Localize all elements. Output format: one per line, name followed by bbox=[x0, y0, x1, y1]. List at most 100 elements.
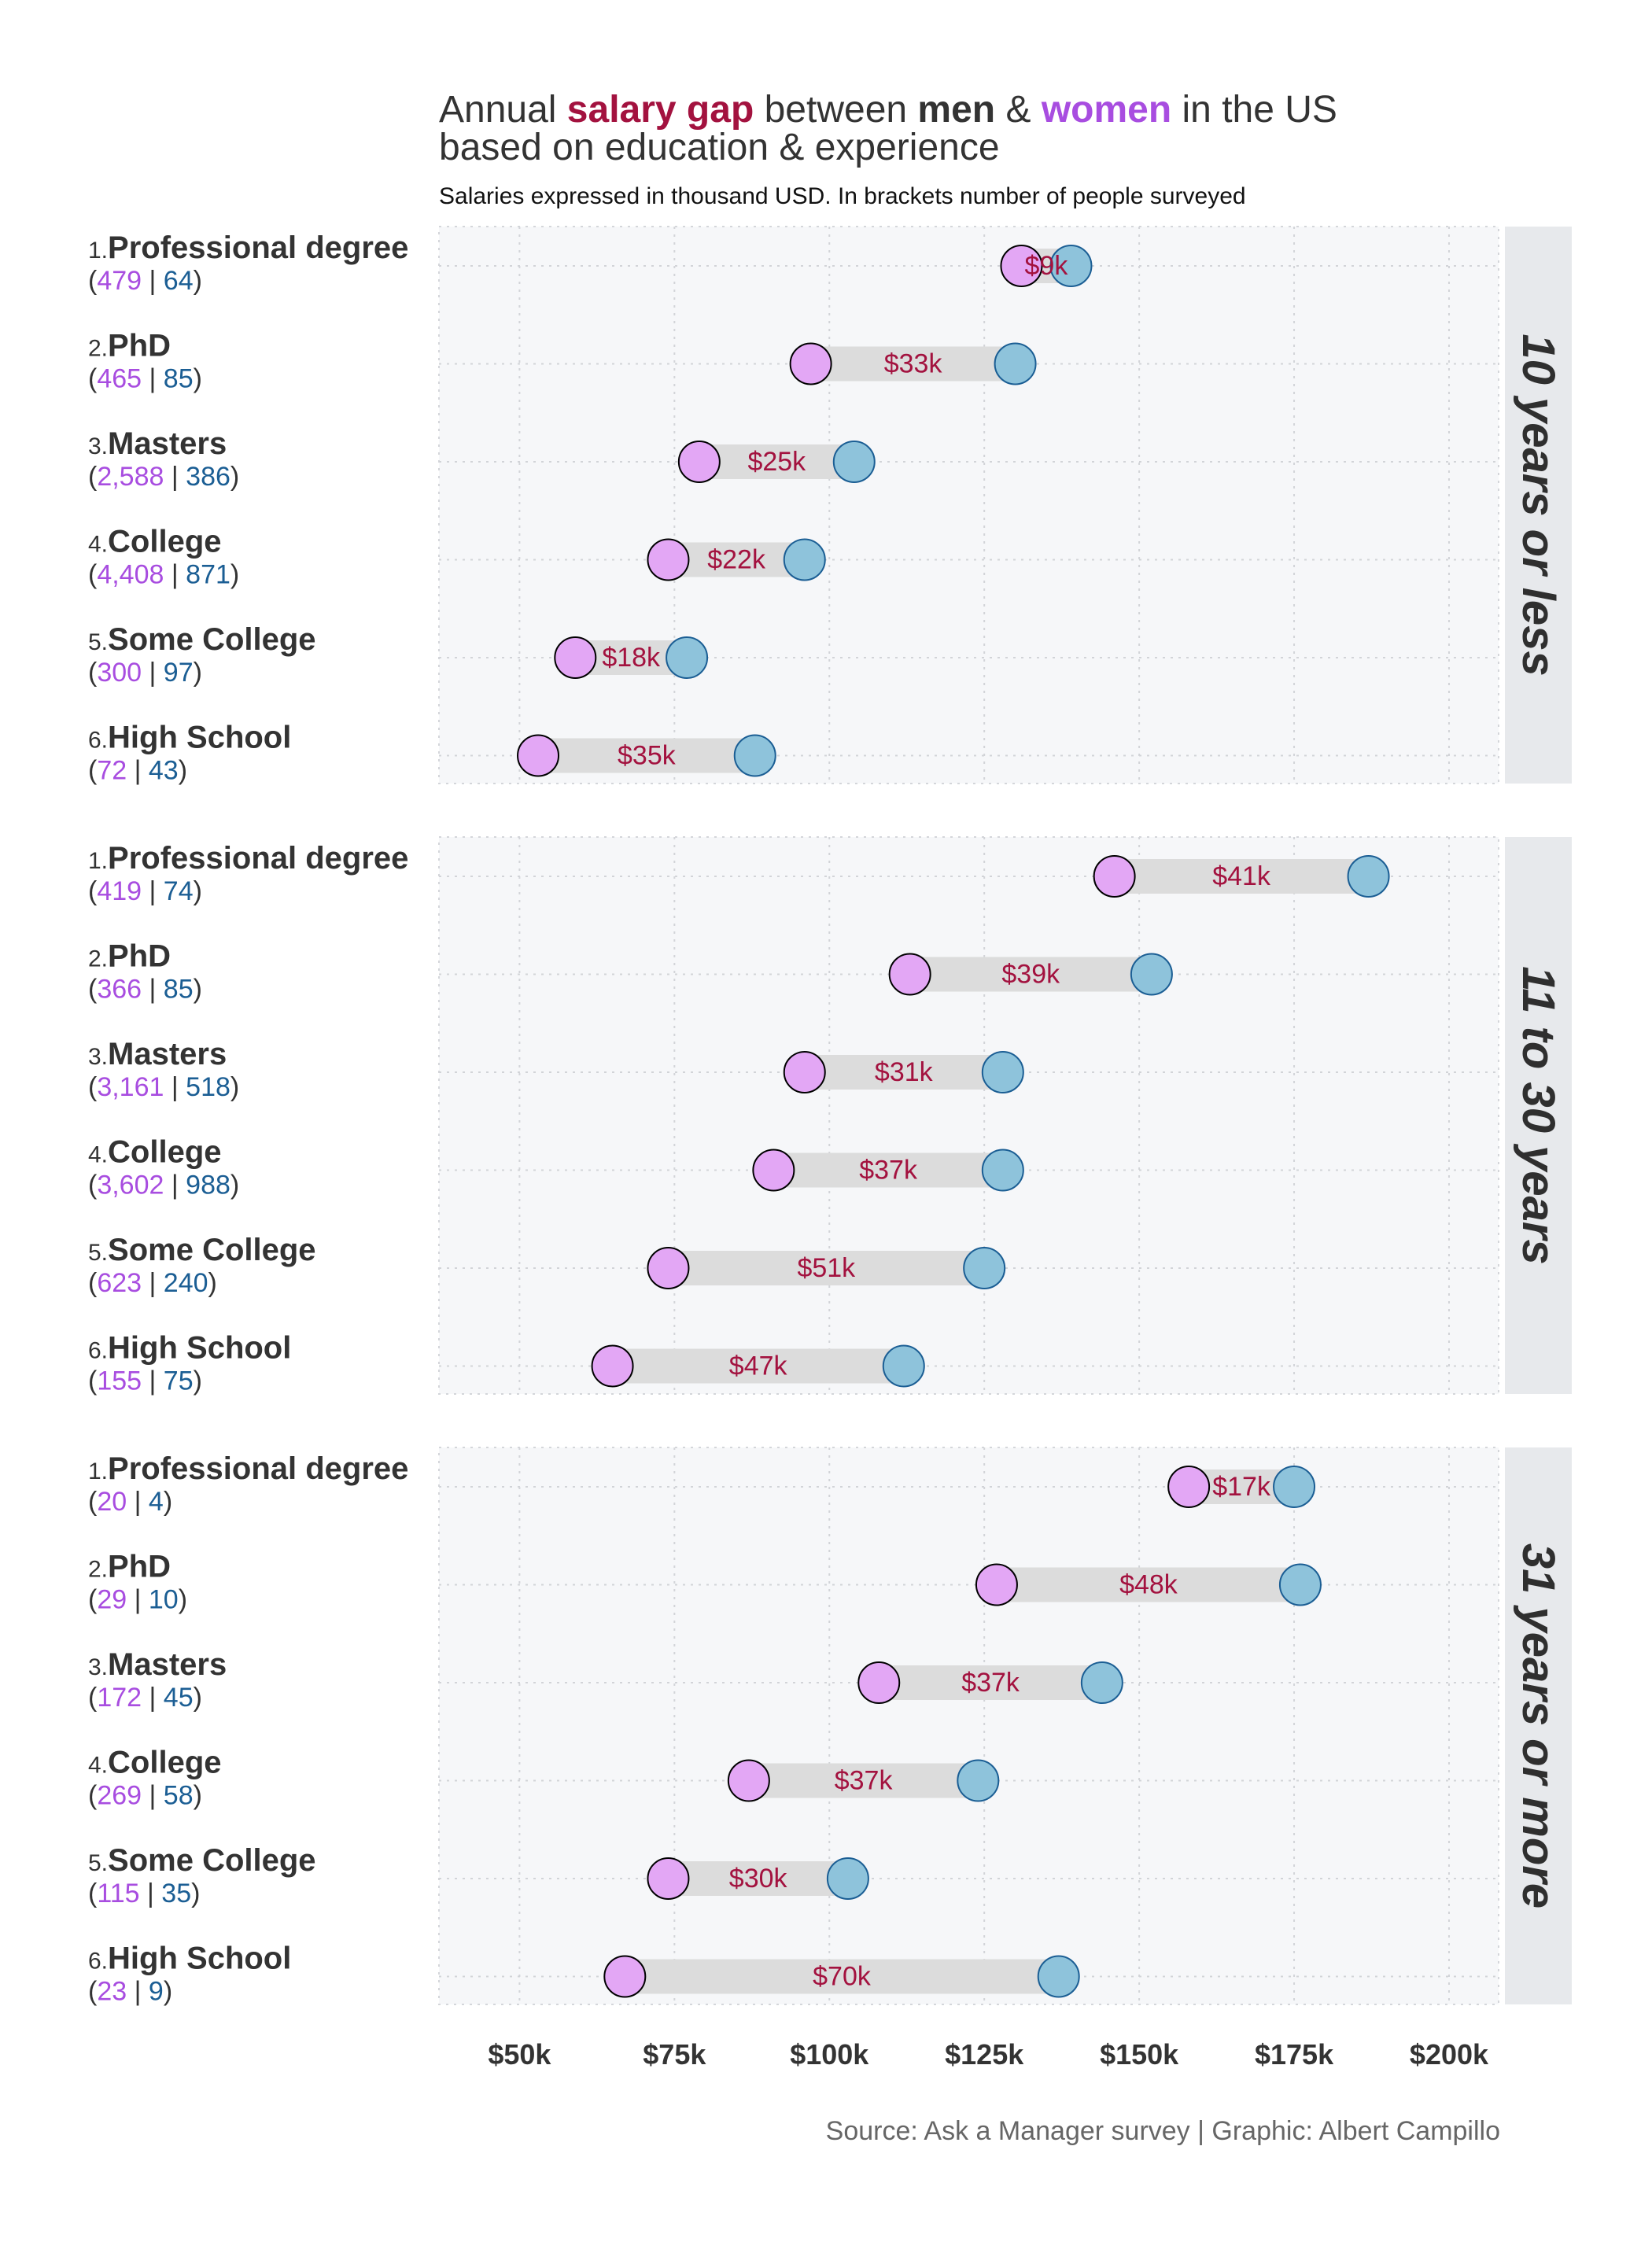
women-count: 465 bbox=[97, 364, 142, 394]
title-part-men: men bbox=[917, 89, 995, 131]
paren-open: ( bbox=[88, 975, 98, 1005]
survey-counts: (20 | 4) bbox=[88, 1487, 172, 1517]
men-point bbox=[1130, 953, 1173, 996]
men-point bbox=[1278, 1563, 1322, 1606]
paren-open: ( bbox=[88, 1781, 98, 1811]
women-count: 2,588 bbox=[97, 462, 164, 492]
women-count: 72 bbox=[97, 756, 127, 786]
count-separator: | bbox=[142, 876, 164, 906]
gap-label: $31k bbox=[875, 1057, 934, 1087]
category-rank: 2. bbox=[88, 336, 108, 362]
category-label: 6.High School bbox=[88, 1941, 291, 1976]
women-point bbox=[888, 953, 931, 996]
paren-open: ( bbox=[88, 266, 98, 296]
women-point bbox=[677, 441, 721, 483]
men-point bbox=[981, 1051, 1024, 1093]
survey-counts: (72 | 43) bbox=[88, 756, 187, 786]
men-count: 45 bbox=[164, 1683, 194, 1713]
men-count: 74 bbox=[164, 876, 194, 906]
men-count: 97 bbox=[164, 658, 194, 688]
survey-counts: (2,588 | 386) bbox=[88, 462, 239, 492]
gap-label: $35k bbox=[618, 741, 677, 771]
count-separator: | bbox=[164, 560, 186, 590]
category-label: 2.PhD bbox=[88, 939, 171, 974]
panel-1: 10 years or less $9k 1.Professional degree… bbox=[88, 226, 1572, 786]
paren-close: ) bbox=[230, 1171, 239, 1200]
gap-label: $37k bbox=[835, 1766, 894, 1796]
paren-open: ( bbox=[88, 1268, 98, 1298]
paren-open: ( bbox=[88, 1487, 98, 1517]
men-count: 85 bbox=[164, 975, 194, 1005]
paren-open: ( bbox=[88, 364, 98, 394]
category-rank: 3. bbox=[88, 433, 108, 459]
survey-counts: (366 | 85) bbox=[88, 975, 202, 1005]
paren-close: ) bbox=[194, 266, 202, 296]
men-point bbox=[1347, 855, 1390, 898]
category-name: College bbox=[108, 1746, 221, 1780]
count-separator: | bbox=[142, 364, 164, 394]
women-count: 23 bbox=[97, 1977, 127, 2007]
title-part-normal: Annual bbox=[439, 89, 567, 131]
women-count: 155 bbox=[97, 1366, 142, 1396]
category-name: PhD bbox=[108, 939, 171, 974]
count-separator: | bbox=[164, 462, 186, 492]
category-rank: 1. bbox=[88, 1458, 108, 1484]
category-name: Professional degree bbox=[108, 841, 408, 876]
paren-close: ) bbox=[194, 1781, 202, 1811]
survey-counts: (29 | 10) bbox=[88, 1585, 187, 1615]
count-separator: | bbox=[142, 658, 164, 688]
paren-close: ) bbox=[208, 1268, 217, 1298]
category-rank: 4. bbox=[88, 1142, 108, 1168]
paren-close: ) bbox=[179, 1585, 187, 1615]
women-point bbox=[783, 1051, 826, 1093]
count-separator: | bbox=[142, 1683, 164, 1713]
row-professional-degree: $9k1.Professional degree(479 | 64) bbox=[88, 230, 1499, 296]
panel-border bbox=[438, 226, 1499, 784]
category-rank: 1. bbox=[88, 238, 108, 264]
men-point bbox=[783, 538, 826, 581]
gap-label: $41k bbox=[1212, 861, 1271, 891]
category-name: Some College bbox=[108, 622, 316, 657]
women-count: 623 bbox=[97, 1268, 142, 1298]
category-rank: 5. bbox=[88, 1850, 108, 1876]
category-label: 4.College bbox=[88, 1746, 222, 1780]
paren-close: ) bbox=[230, 462, 239, 492]
women-point bbox=[975, 1563, 1018, 1606]
women-point bbox=[647, 1857, 690, 1900]
paren-close: ) bbox=[179, 756, 187, 786]
survey-counts: (419 | 74) bbox=[88, 876, 202, 906]
gap-label: $37k bbox=[961, 1668, 1020, 1698]
women-point bbox=[647, 538, 690, 581]
survey-counts: (172 | 45) bbox=[88, 1683, 202, 1713]
chart-title-line2: based on education & experience bbox=[439, 127, 1000, 168]
category-name: Masters bbox=[108, 1037, 227, 1071]
title-part-normal: in the US bbox=[1171, 89, 1337, 131]
paren-close: ) bbox=[164, 1487, 172, 1517]
men-count: 386 bbox=[186, 462, 230, 492]
men-point bbox=[832, 441, 876, 483]
men-count: 85 bbox=[164, 364, 194, 394]
men-count: 988 bbox=[186, 1171, 230, 1200]
men-point bbox=[1273, 1466, 1316, 1508]
survey-counts: (3,602 | 988) bbox=[88, 1171, 239, 1200]
paren-open: ( bbox=[88, 1683, 98, 1713]
panel-strip: 10 years or less bbox=[1505, 227, 1572, 784]
paren-close: ) bbox=[164, 1977, 172, 2007]
gap-label: $39k bbox=[1001, 960, 1060, 990]
count-separator: | bbox=[164, 1171, 186, 1200]
women-point bbox=[1167, 1466, 1211, 1508]
strip-label: 11 to 30 years bbox=[1513, 966, 1564, 1264]
category-rank: 4. bbox=[88, 532, 108, 558]
x-tick-label: $200k bbox=[1410, 2038, 1489, 2071]
gap-label: $37k bbox=[859, 1156, 918, 1186]
paren-open: ( bbox=[88, 462, 98, 492]
gap-label: $25k bbox=[747, 447, 806, 477]
category-name: High School bbox=[108, 1941, 291, 1976]
women-point bbox=[857, 1661, 901, 1704]
paren-open: ( bbox=[88, 756, 98, 786]
category-label: 3.Masters bbox=[88, 426, 227, 461]
